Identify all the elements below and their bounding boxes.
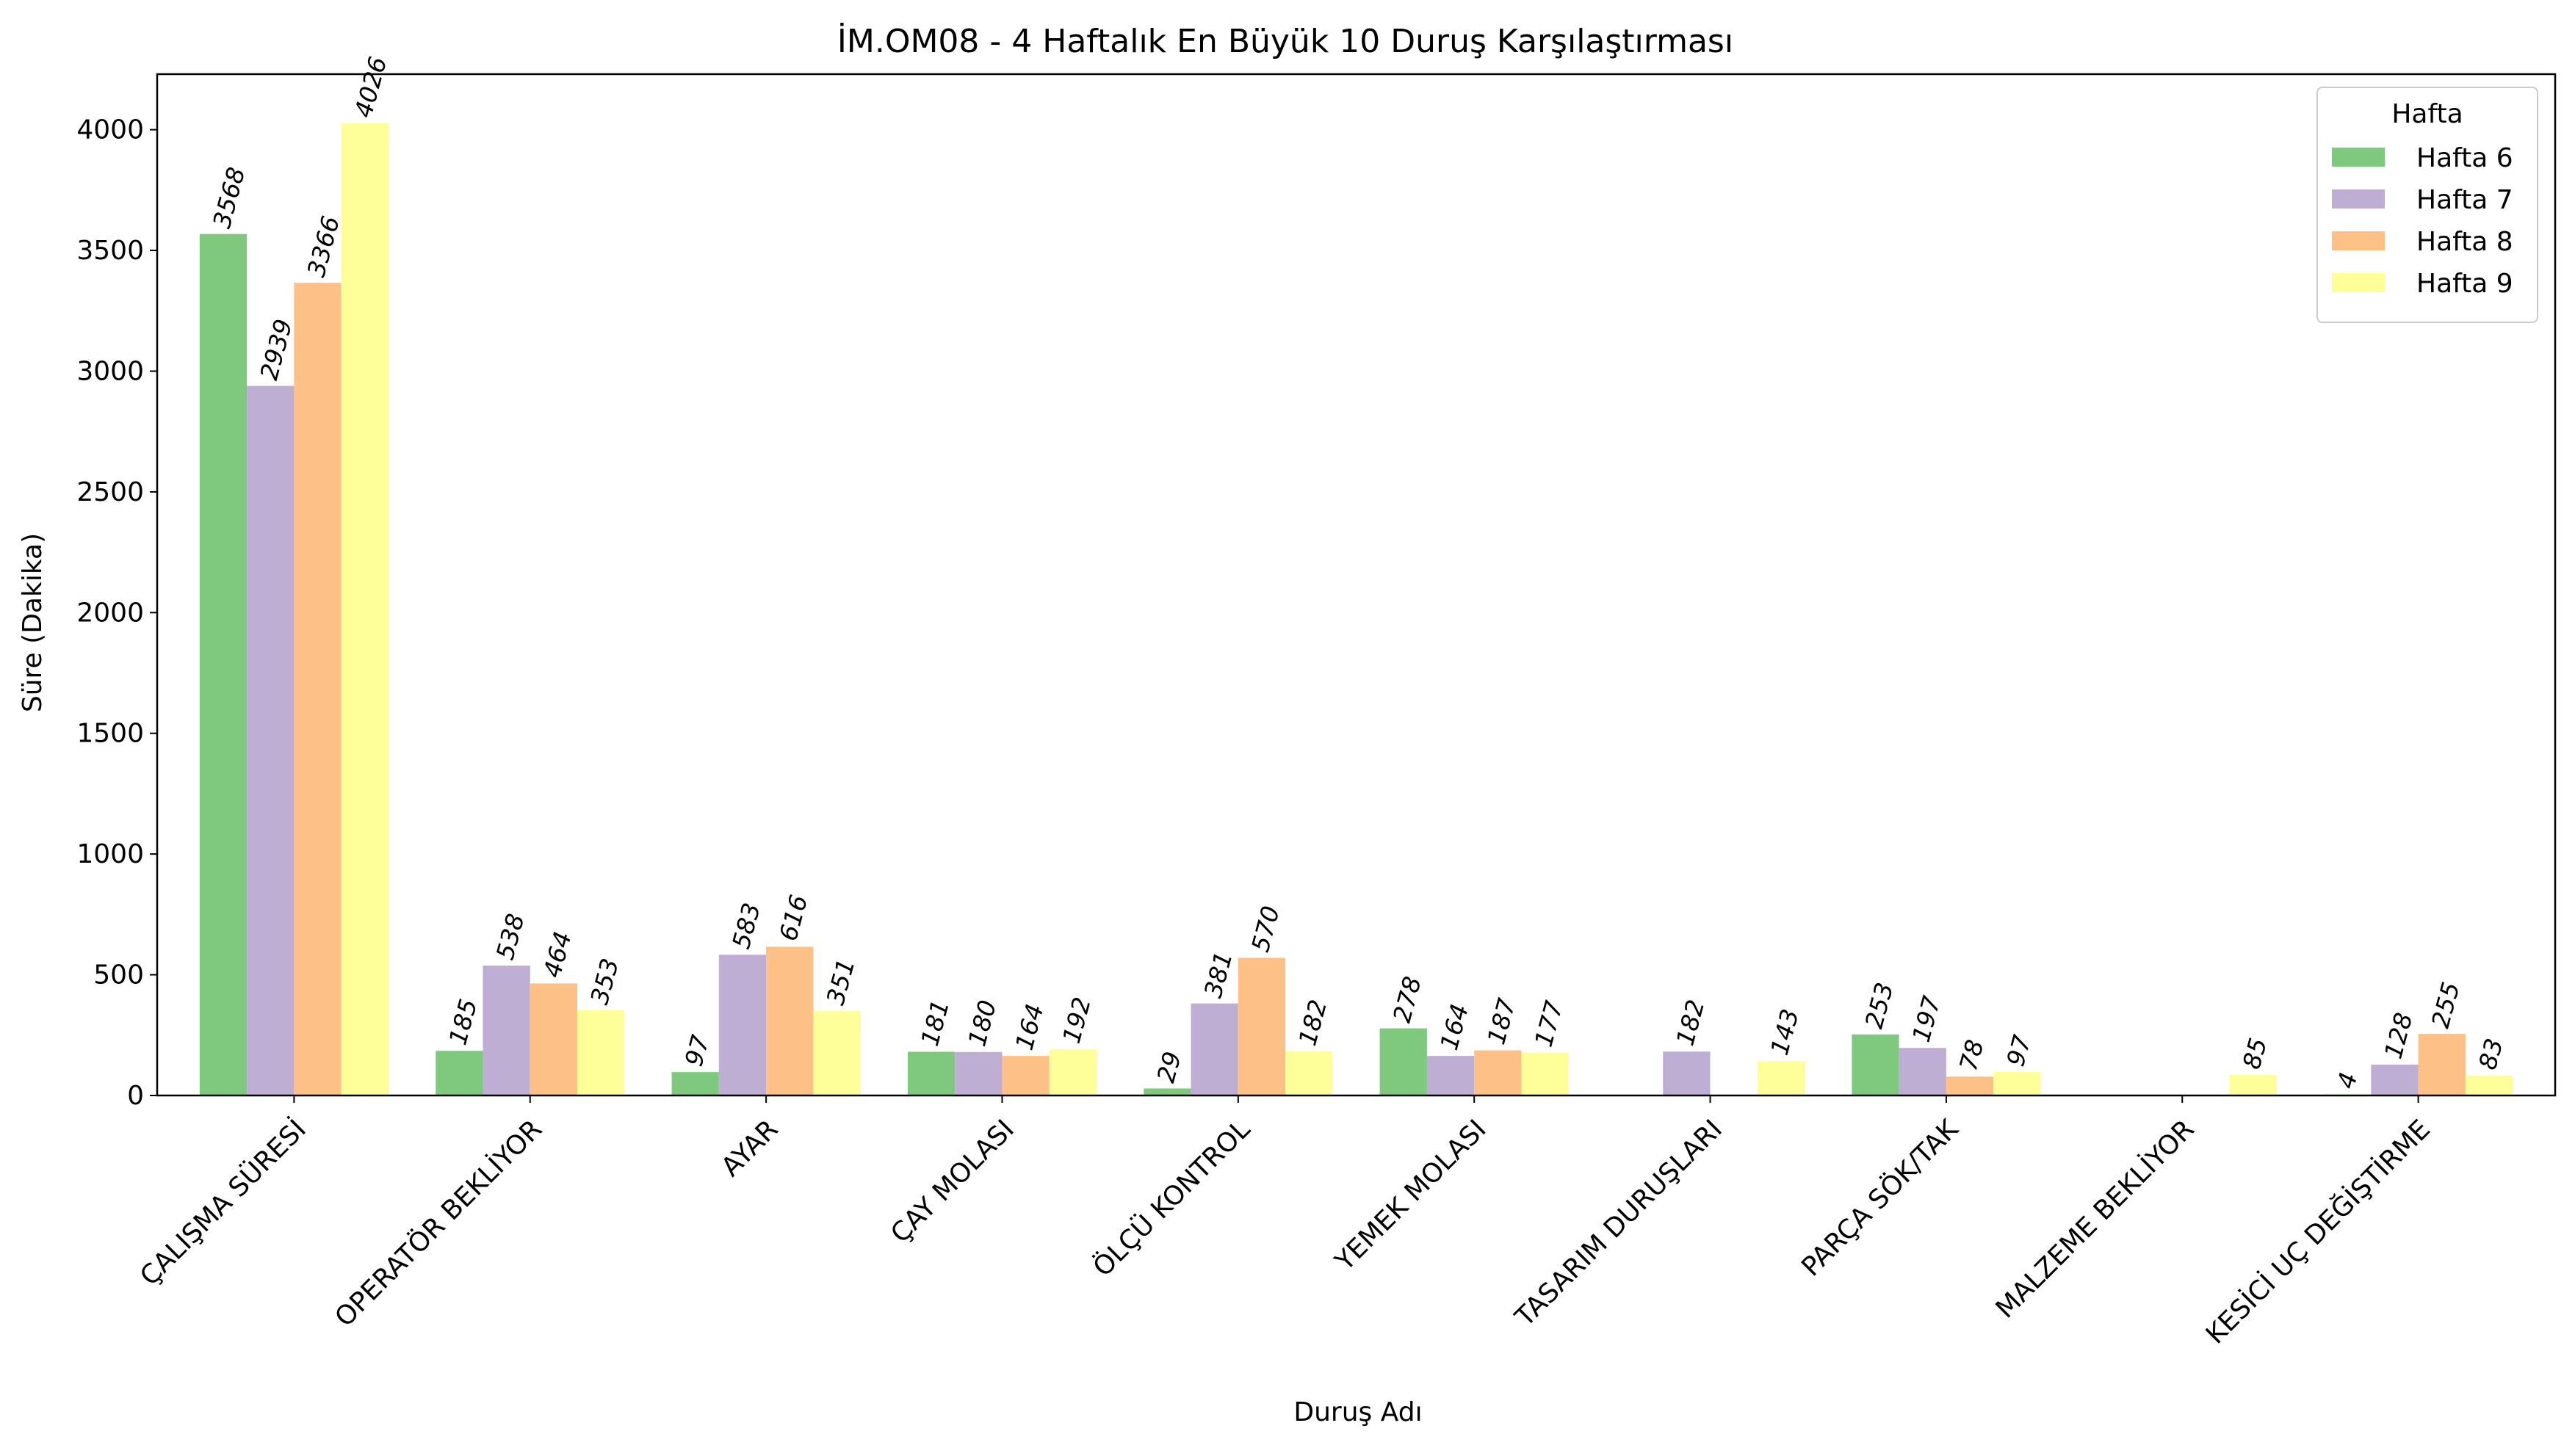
legend-label: Hafta 6 [2416, 143, 2513, 173]
legend-items: Hafta 6 Hafta 7 Hafta 8 Hafta 9 [2332, 143, 2513, 299]
bar [1379, 1028, 1427, 1095]
bar [2465, 1075, 2513, 1095]
bar [436, 1051, 483, 1095]
x-axis-label: Duruş Adı [1293, 1397, 1422, 1427]
legend-title: Hafta [2391, 99, 2463, 129]
y-tick-label: 2000 [76, 598, 144, 628]
y-axis-label: Süre (Dakika) [18, 533, 48, 712]
bar [341, 123, 389, 1095]
legend-swatch [2332, 273, 2385, 292]
bar [907, 1051, 956, 1095]
bar [483, 966, 530, 1095]
bar [1757, 1060, 1805, 1095]
bar [718, 955, 767, 1095]
bar [1191, 1003, 1238, 1095]
legend-label: Hafta 9 [2416, 269, 2513, 299]
bar [766, 946, 814, 1095]
bar [955, 1051, 1003, 1095]
plot-frame [156, 73, 2557, 1097]
y-tick-label: 1000 [76, 839, 144, 869]
bar [530, 983, 578, 1095]
legend-swatch [2332, 231, 2385, 250]
bar [813, 1010, 861, 1095]
bar [1946, 1076, 1994, 1095]
bar [1852, 1034, 1899, 1095]
bar [1144, 1088, 1191, 1095]
bar [1663, 1051, 1711, 1095]
bar [1474, 1050, 1522, 1095]
bar [1899, 1048, 1946, 1095]
legend-swatch [2332, 148, 2385, 167]
y-axis-ticks: 0 500 1000 1500 2000 2500 3000 3500 4000 [76, 115, 157, 1111]
chart-title: İM.OM08 - 4 Haftalık En Büyük 10 Duruş K… [837, 22, 1733, 60]
bar [1002, 1056, 1050, 1095]
legend-box [2316, 87, 2538, 323]
bar [1993, 1072, 2041, 1095]
bar [671, 1072, 719, 1095]
legend-label: Hafta 7 [2416, 185, 2513, 215]
bar [577, 1010, 625, 1095]
bar [199, 233, 248, 1096]
y-tick-label: 4000 [76, 115, 144, 145]
legend: Hafta Hafta 6 Hafta 7 Hafta 8 Hafta 9 [2316, 87, 2538, 323]
bar [2371, 1064, 2419, 1095]
y-tick-label: 0 [127, 1081, 144, 1111]
y-tick-label: 1500 [76, 719, 144, 749]
bar [1521, 1052, 1569, 1095]
legend-swatch [2332, 189, 2385, 209]
y-tick-label: 3000 [76, 356, 144, 386]
bar [1426, 1056, 1475, 1095]
bar [2229, 1075, 2277, 1095]
bar [1285, 1051, 1333, 1095]
bar [1238, 957, 1286, 1095]
bar [294, 283, 342, 1095]
y-tick-label: 3500 [76, 236, 144, 266]
bar [247, 385, 295, 1095]
y-tick-label: 500 [93, 960, 144, 990]
bar [1049, 1048, 1097, 1095]
y-tick-label: 2500 [76, 477, 144, 507]
legend-label: Hafta 8 [2416, 227, 2513, 257]
bars-group [199, 123, 2513, 1096]
bar [2418, 1034, 2466, 1095]
